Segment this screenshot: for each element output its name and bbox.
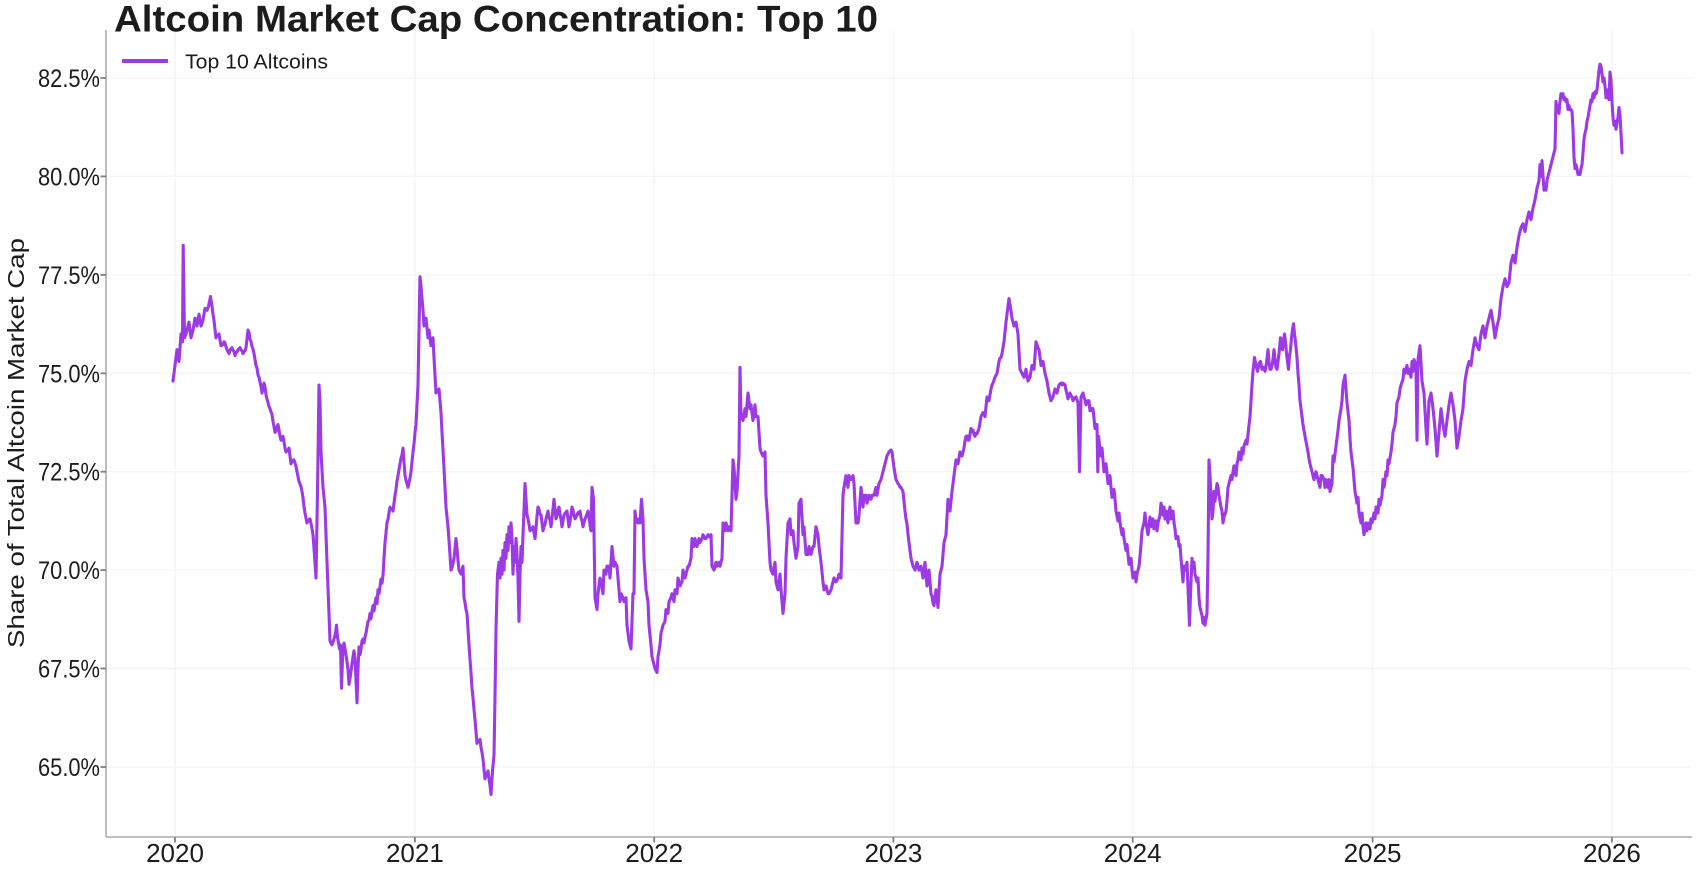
svg-text:Share of Total Altcoin Market: Share of Total Altcoin Market Cap [3,238,29,648]
svg-text:80.0%: 80.0% [38,163,100,191]
svg-text:2020: 2020 [146,838,204,868]
svg-text:Altcoin Market Cap Concentrati: Altcoin Market Cap Concentration: Top 10 [114,0,878,40]
svg-text:75.0%: 75.0% [38,360,100,388]
svg-text:82.5%: 82.5% [38,65,100,93]
svg-text:70.0%: 70.0% [38,557,100,585]
svg-text:2026: 2026 [1583,838,1641,868]
svg-text:Top 10 Altcoins: Top 10 Altcoins [185,52,328,74]
svg-text:2023: 2023 [864,838,922,868]
svg-text:2025: 2025 [1344,838,1402,868]
svg-text:2022: 2022 [625,838,683,868]
svg-text:67.5%: 67.5% [38,656,100,684]
svg-text:65.0%: 65.0% [38,754,100,782]
svg-text:2024: 2024 [1104,838,1162,868]
svg-text:2021: 2021 [386,838,444,868]
svg-text:77.5%: 77.5% [38,262,100,290]
svg-text:72.5%: 72.5% [38,459,100,487]
